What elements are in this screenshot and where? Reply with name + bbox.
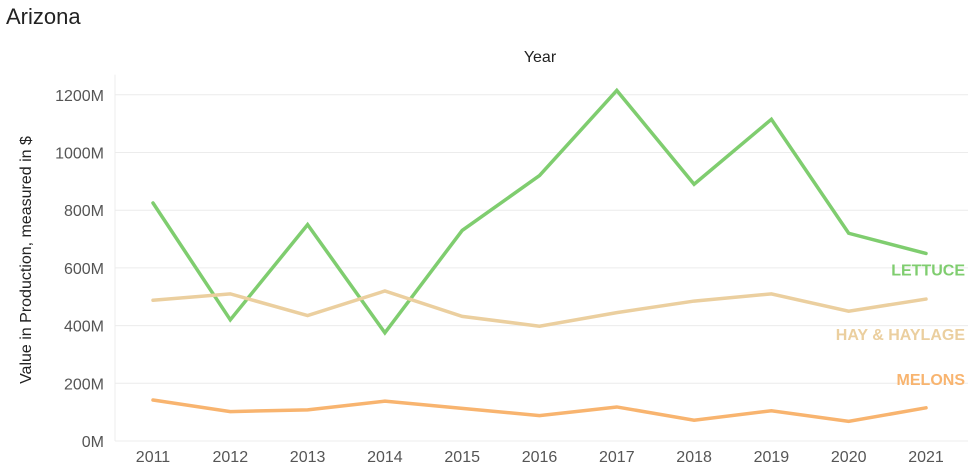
y-axis-ticks: 0M 200M 400M 600M 800M 1000M 1200M	[55, 88, 104, 451]
y-tick-label: 800M	[64, 203, 104, 220]
x-axis-title: Year	[524, 49, 557, 66]
x-tick-label: 2017	[599, 449, 635, 466]
x-tick-label: 2011	[136, 449, 171, 466]
x-tick-label: 2016	[522, 449, 558, 466]
series-lines	[151, 87, 928, 424]
y-tick-label: 200M	[64, 376, 104, 393]
x-tick-label: 2013	[290, 449, 326, 466]
series-line-melons	[151, 398, 928, 424]
series-line-lettuce	[151, 87, 928, 336]
series-label: LETTUCE	[891, 262, 965, 279]
x-axis-ticks: 2011 2012 2013 2014 2015 2016 2017 2018 2019 2020…	[136, 449, 944, 466]
x-tick-label: 2019	[754, 449, 790, 466]
x-tick-label: 2020	[831, 449, 867, 466]
y-tick-label: 600M	[64, 261, 104, 278]
y-tick-label: 1200M	[55, 88, 104, 105]
x-tick-label: 2018	[676, 449, 712, 466]
y-tick-label: 0M	[82, 434, 104, 451]
series-line-hay-haylage	[151, 289, 928, 328]
x-tick-label: 2012	[213, 449, 249, 466]
series-label: HAY & HAYLAGE	[836, 327, 966, 344]
x-tick-label: 2021	[908, 449, 944, 466]
x-tick-label: 2015	[444, 449, 480, 466]
gridlines	[114, 74, 968, 442]
y-tick-label: 1000M	[55, 146, 104, 163]
series-label: MELONS	[897, 372, 966, 389]
series-labels: LETTUCE HAY & HAYLAGE MELONS	[836, 262, 966, 388]
page-title: Arizona	[6, 4, 81, 29]
y-tick-label: 400M	[64, 319, 104, 336]
x-tick-label: 2014	[367, 449, 403, 466]
y-axis-title: Value in Production, measured in $	[18, 136, 35, 384]
